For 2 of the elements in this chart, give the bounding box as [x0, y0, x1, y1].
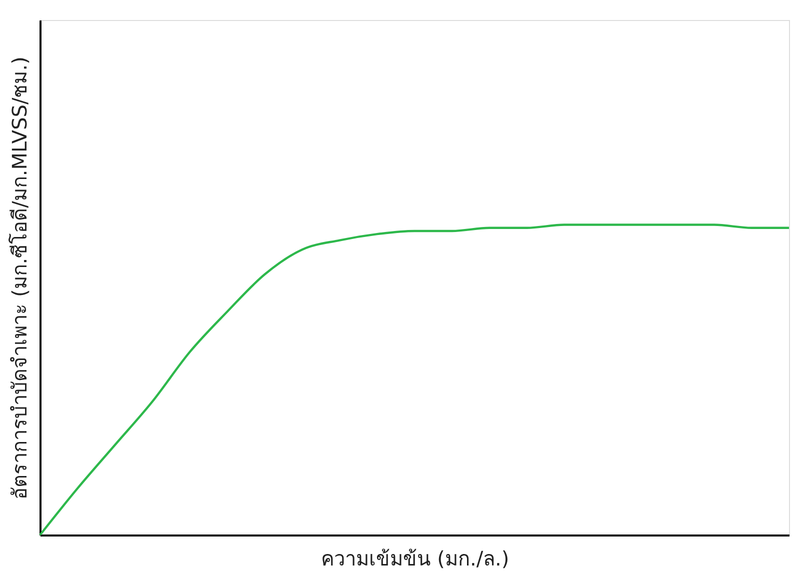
y-axis-title: อัตราการบำบัดจำเพาะ (มก.ซีโอดี/มก.MLVSS/ชม.) [8, 56, 32, 500]
x-axis-title: ความเข้มข้น (มก./ล.) [320, 546, 510, 570]
